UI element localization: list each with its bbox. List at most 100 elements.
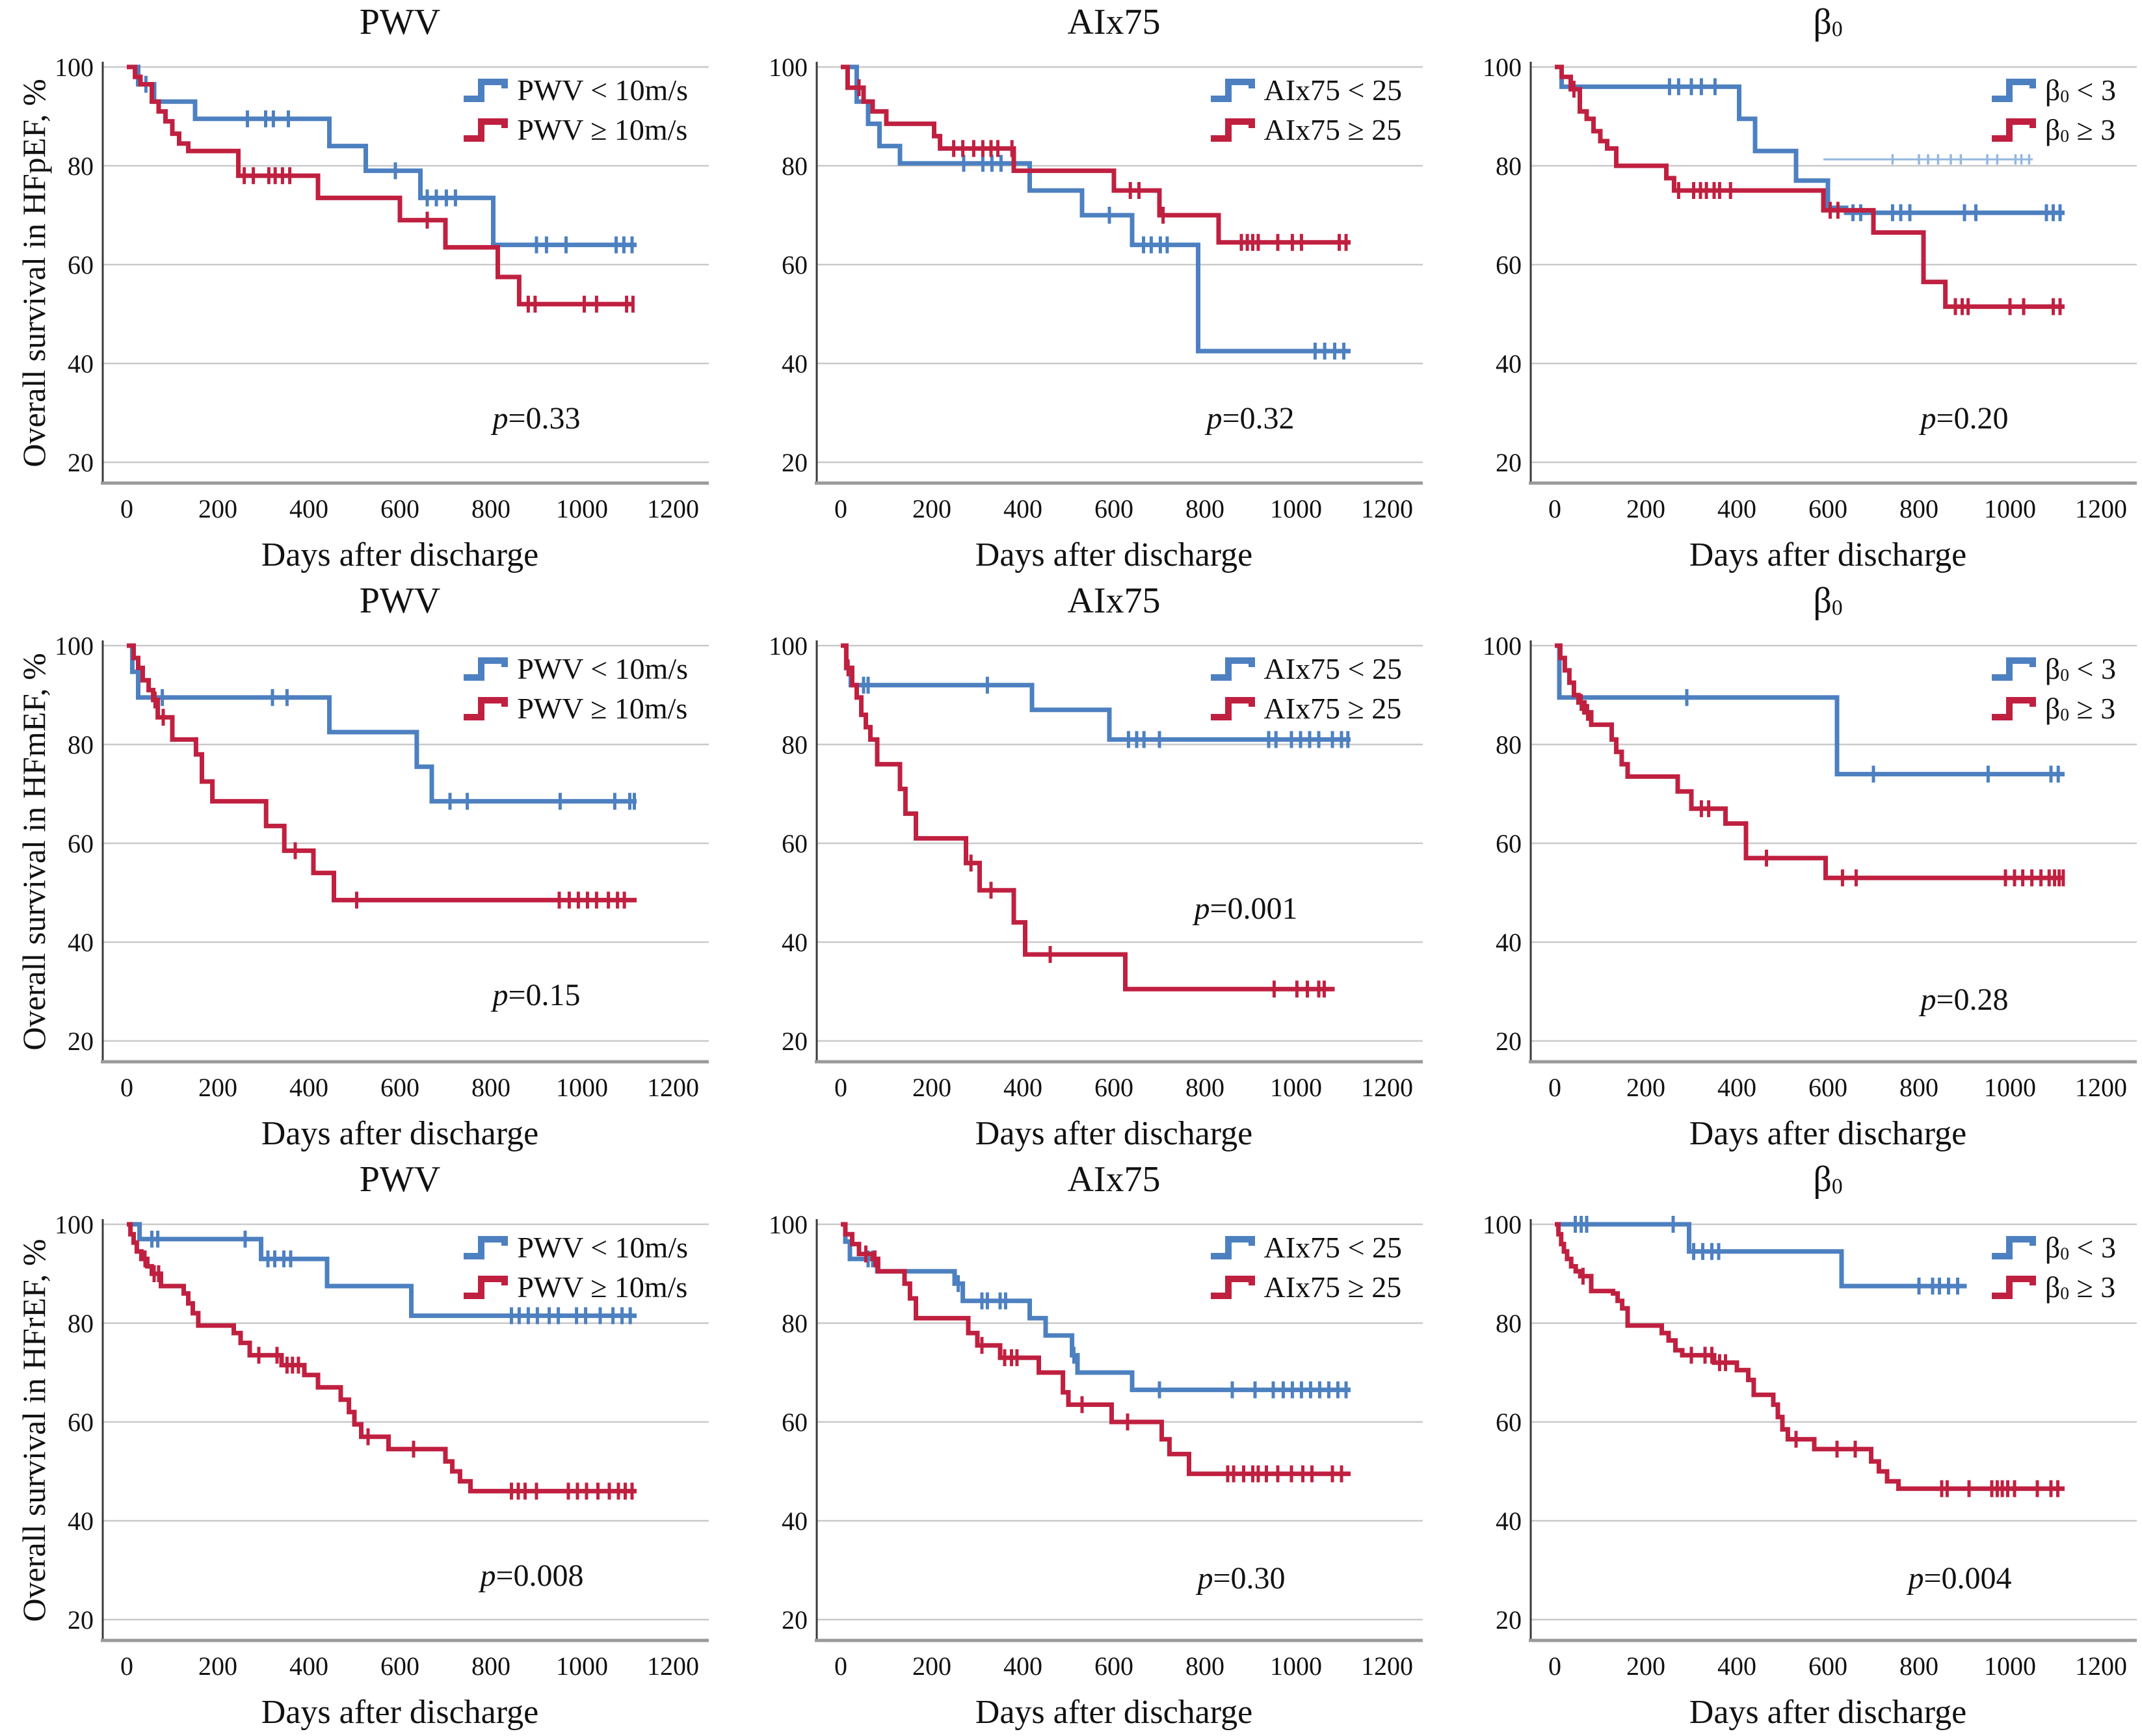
x-tick-label: 400 xyxy=(289,1651,328,1681)
legend-item: β0 < 3 xyxy=(1989,651,2116,686)
legend-item: PWV ≥ 10m/s xyxy=(461,691,687,726)
censor-ticks-blue xyxy=(866,1250,1348,1399)
x-tick-label: 1000 xyxy=(556,1651,608,1681)
y-tick-label: 100 xyxy=(769,1210,808,1239)
panel-title: PWV xyxy=(359,1159,441,1200)
y-axis-label: Overall survival in HFmEF, % xyxy=(16,653,52,1051)
panel-title: AIx75 xyxy=(1067,581,1161,621)
legend-step-icon xyxy=(1210,118,1255,142)
y-tick-label: 80 xyxy=(68,151,94,181)
x-tick-label: 200 xyxy=(198,1651,237,1681)
gridlines xyxy=(817,644,1423,1042)
y-tick-label: 40 xyxy=(68,349,94,378)
legend-label: PWV ≥ 10m/s xyxy=(517,692,688,725)
x-axis-label: Days after discharge xyxy=(1689,1115,1967,1152)
legend-item: β0 < 3 xyxy=(1989,73,2116,107)
x-tick-label: 600 xyxy=(1808,494,1847,523)
x-tick-label: 1000 xyxy=(556,494,608,523)
legend-item: AIx75 ≥ 25 xyxy=(1208,112,1402,147)
x-tick-label: 800 xyxy=(1185,1651,1224,1681)
panel-title: β0 xyxy=(1813,1159,1843,1200)
x-tick-label: 200 xyxy=(912,1073,951,1102)
gridlines xyxy=(817,66,1423,464)
gridlines xyxy=(103,644,709,1042)
legend-label: β0 < 3 xyxy=(2044,652,2116,685)
x-tick-label: 200 xyxy=(1626,494,1665,523)
y-tick-label: 40 xyxy=(1496,1506,1522,1536)
x-tick-label: 800 xyxy=(471,494,510,523)
censor-ticks-red xyxy=(864,1245,1343,1482)
y-tick-label: 60 xyxy=(68,829,94,858)
censor-ticks-blue xyxy=(1685,689,2060,783)
km-panel-hfref-pwv: 20 40 60 80 100 0 200 400 600 800 1000 1200 PWV Overa… xyxy=(0,1157,714,1736)
p-value-label: p=0.28 xyxy=(1920,982,2009,1018)
survival-curve-blue xyxy=(1555,643,2065,783)
x-tick-label: 800 xyxy=(471,1651,510,1681)
legend-step-icon xyxy=(464,657,509,681)
km-panel-hfpef-beta0: 20 40 60 80 100 0 200 400 600 800 1000 1200 β0 β0 < 3… xyxy=(1428,0,2142,579)
survival-curve-red xyxy=(127,1222,637,1500)
x-tick-label: 400 xyxy=(1717,494,1756,523)
y-tick-label: 20 xyxy=(68,1027,94,1056)
y-tick-label: 40 xyxy=(1496,928,1522,957)
x-axis-label: Days after discharge xyxy=(261,1694,539,1731)
km-panel-hfpef-aix75: 20 40 60 80 100 0 200 400 600 800 1000 1200 AIx75 AIx… xyxy=(714,0,1428,579)
y-tick-label: 20 xyxy=(68,1605,94,1635)
y-tick-label: 20 xyxy=(68,448,94,477)
x-tick-label: 200 xyxy=(198,494,237,523)
y-tick-label: 60 xyxy=(1496,1408,1522,1437)
x-axis-label: Days after discharge xyxy=(975,1694,1253,1731)
y-axis-label: Overall survival in HFrEF, % xyxy=(16,1239,52,1622)
y-tick-label: 80 xyxy=(782,730,808,759)
x-tick-label: 600 xyxy=(380,494,419,523)
gridlines xyxy=(103,1223,709,1621)
y-tick-label: 80 xyxy=(1496,730,1522,759)
y-tick-label: 20 xyxy=(1496,448,1522,477)
x-tick-label: 800 xyxy=(1899,494,1938,523)
survival-curve-red xyxy=(841,643,1335,998)
x-tick-label: 0 xyxy=(1548,1651,1561,1681)
y-tick-label: 20 xyxy=(782,1027,808,1056)
legend-item: β0 ≥ 3 xyxy=(1989,112,2115,147)
x-tick-label: 1200 xyxy=(1361,1073,1413,1102)
p-value-label: p=0.30 xyxy=(1197,1561,1286,1596)
x-tick-label: 1200 xyxy=(1361,494,1413,523)
censor-ticks-red xyxy=(153,691,626,909)
y-tick-label: 60 xyxy=(782,829,808,858)
y-tick-label: 40 xyxy=(782,1506,808,1536)
x-tick-label: 400 xyxy=(289,1073,328,1102)
legend-label: AIx75 ≥ 25 xyxy=(1263,113,1402,146)
y-tick-label: 20 xyxy=(782,1605,808,1635)
legend-label: β0 ≥ 3 xyxy=(2044,1270,2116,1304)
x-tick-label: 1000 xyxy=(1984,1651,2036,1681)
x-tick-label: 1000 xyxy=(556,1073,608,1102)
censor-ticks-blue xyxy=(150,1230,632,1324)
legend-item: β0 ≥ 3 xyxy=(1989,1270,2115,1304)
survival-curve-blue xyxy=(127,643,637,810)
legend-step-icon xyxy=(464,696,509,720)
legend-label: PWV ≥ 10m/s xyxy=(517,113,688,146)
survival-curve-red xyxy=(841,64,1351,251)
x-tick-label: 0 xyxy=(834,1651,847,1681)
legend-label: PWV ≥ 10m/s xyxy=(517,1270,688,1304)
gridlines xyxy=(103,66,709,464)
x-axis-label: Days after discharge xyxy=(975,536,1253,573)
beta-subscript: 0 xyxy=(2060,704,2070,724)
survival-curve-red xyxy=(1555,643,2065,887)
legend-item: AIx75 < 25 xyxy=(1208,1230,1402,1265)
legend-label: β0 ≥ 3 xyxy=(2044,692,2116,725)
legend: PWV < 10m/s PWV ≥ 10m/s xyxy=(461,73,688,147)
legend: β0 < 3 β0 ≥ 3 xyxy=(1989,651,2116,726)
y-tick-label: 60 xyxy=(782,250,808,280)
